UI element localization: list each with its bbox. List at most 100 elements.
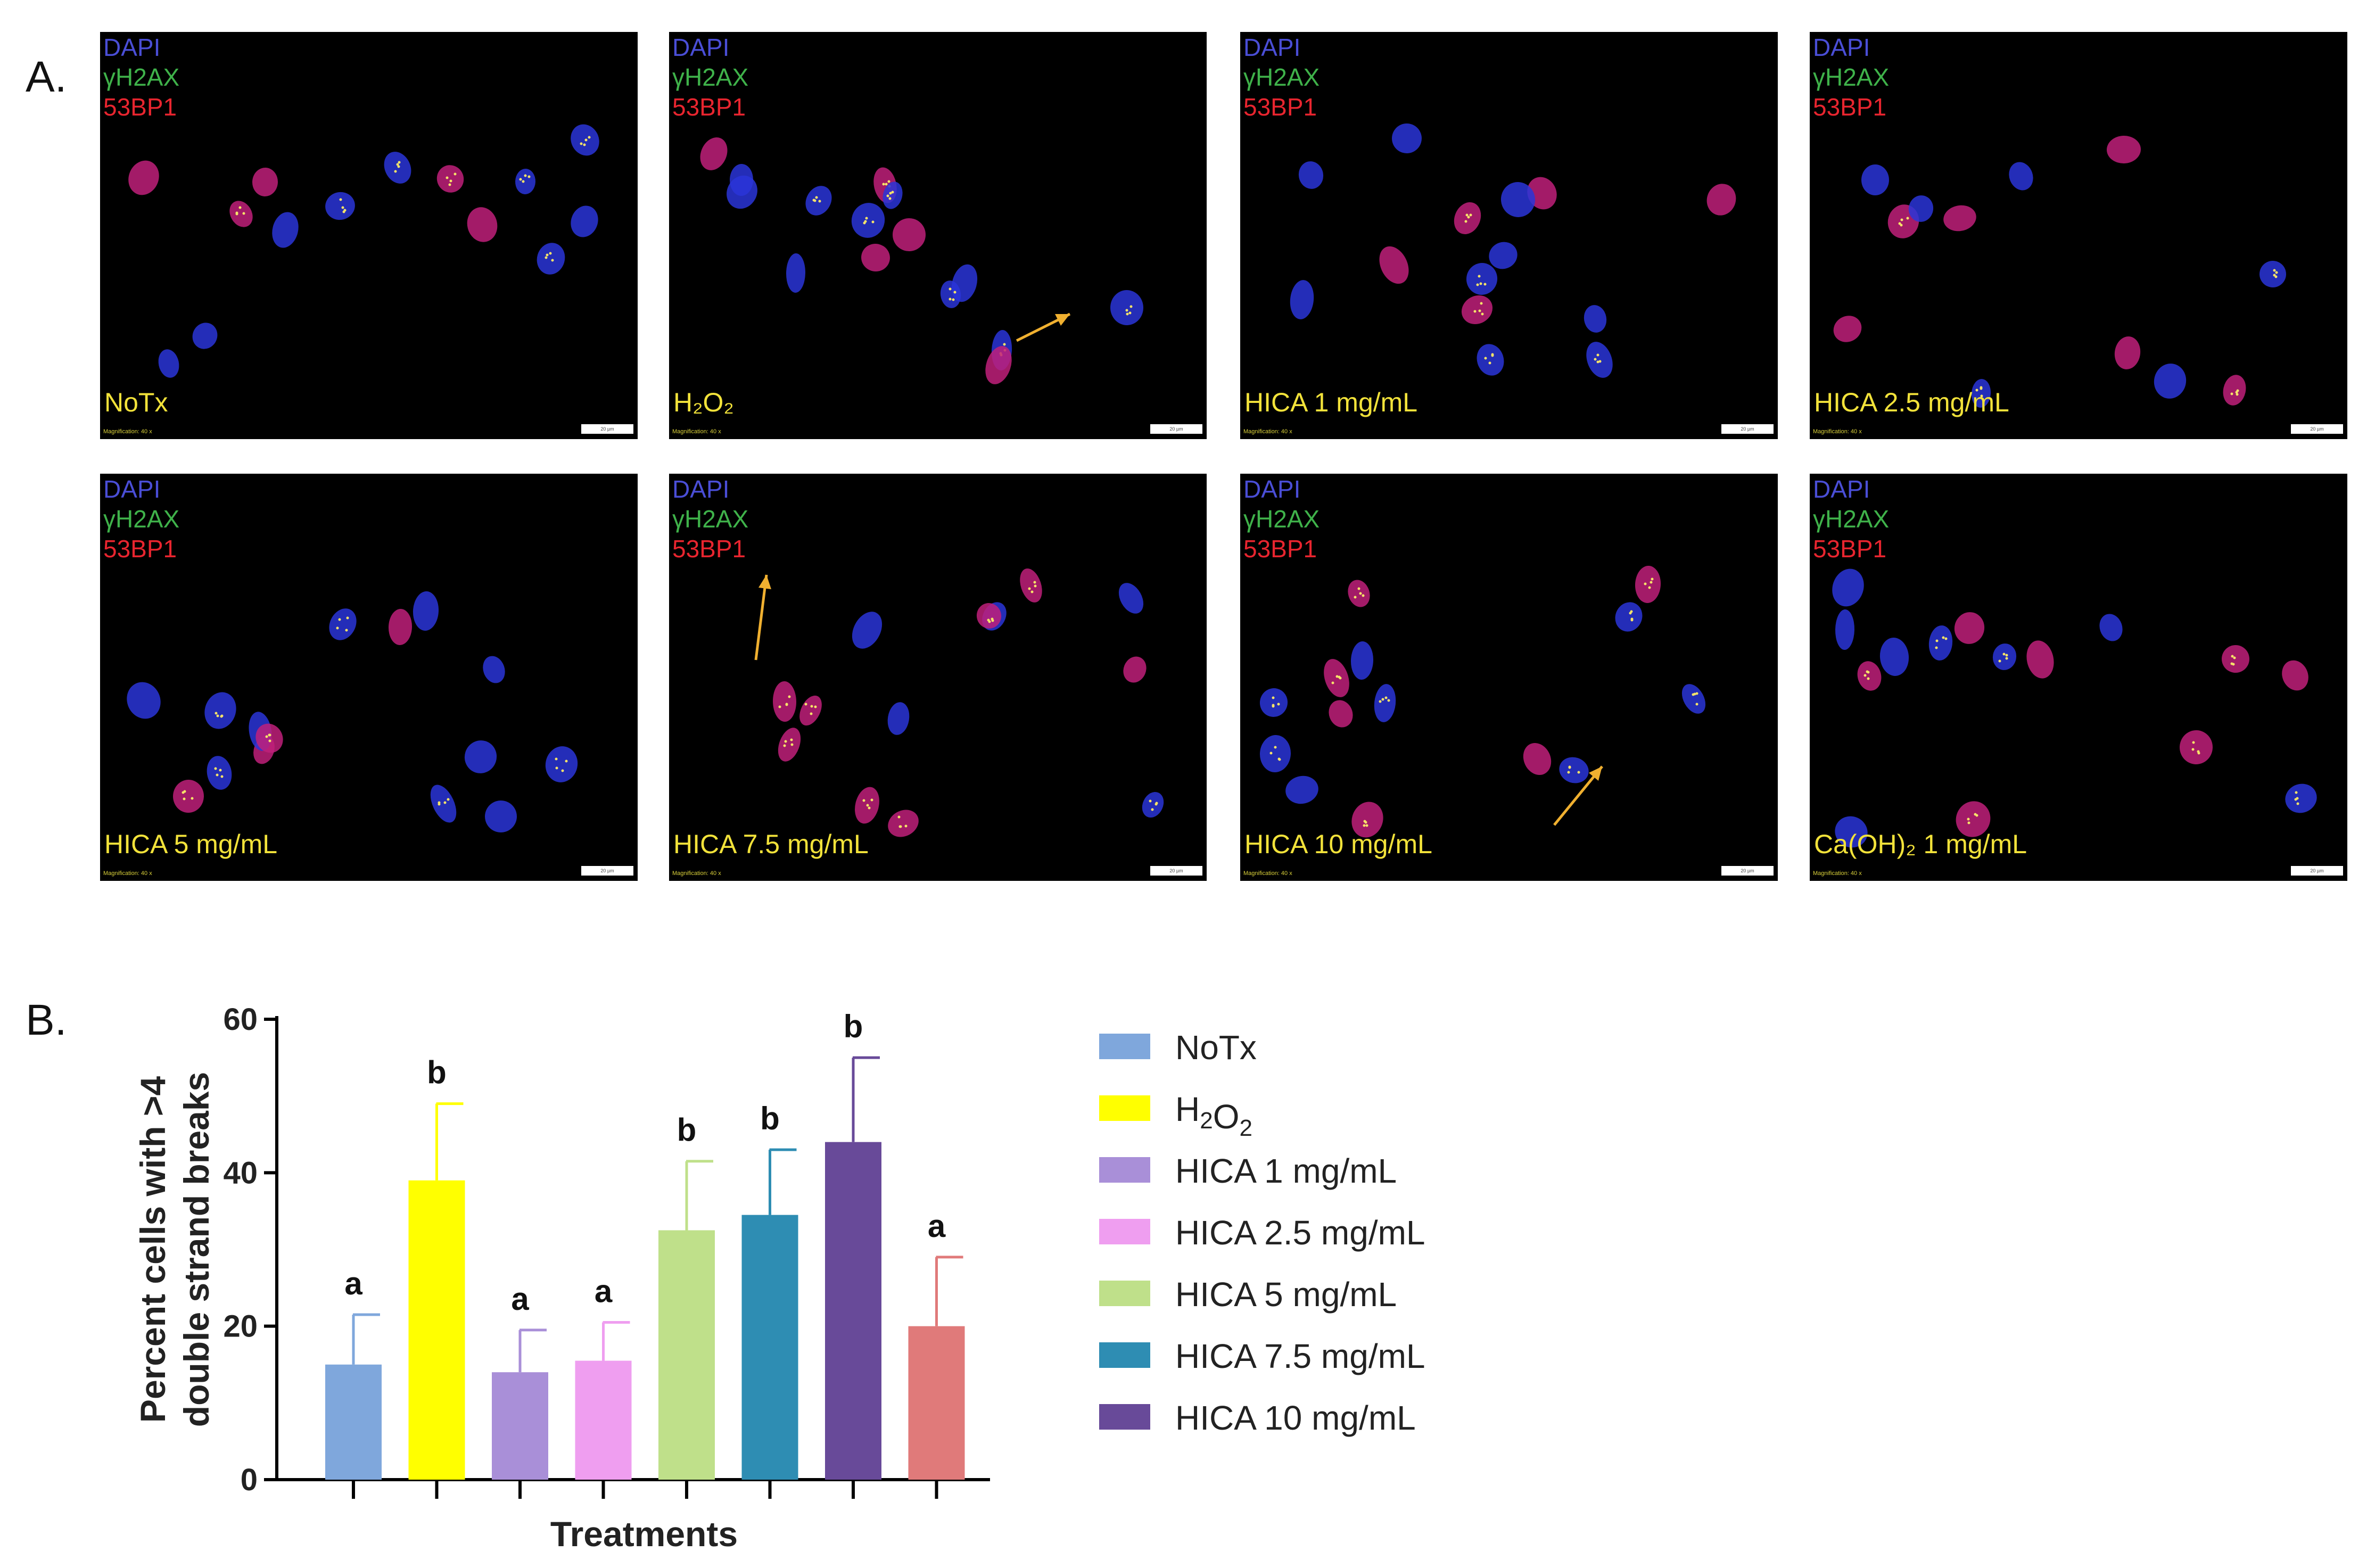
dsb-focus bbox=[242, 212, 245, 215]
cell-nucleus bbox=[1954, 612, 1985, 644]
dsb-focus bbox=[1975, 389, 1978, 392]
dsb-focus bbox=[1693, 692, 1696, 696]
cell-nucleus bbox=[329, 608, 357, 640]
dsb-focus bbox=[866, 804, 869, 807]
cell-nucleus bbox=[1706, 184, 1736, 216]
cell-nucleus bbox=[772, 681, 797, 722]
dsb-focus bbox=[1695, 703, 1698, 706]
channel-label-h2ax: γH2AX bbox=[672, 63, 749, 91]
cell-nucleus bbox=[1290, 280, 1314, 319]
significance-label: b bbox=[427, 1055, 447, 1091]
cell-nucleus bbox=[172, 780, 204, 813]
dsb-focus bbox=[2231, 655, 2234, 658]
dsb-focus bbox=[886, 194, 889, 197]
cell-nucleus bbox=[888, 810, 919, 837]
dsb-focus bbox=[868, 806, 871, 810]
dsb-focus bbox=[1339, 676, 1342, 680]
dsb-focus bbox=[583, 143, 586, 146]
dsb-focus bbox=[1481, 312, 1484, 316]
dsb-focus bbox=[2273, 269, 2276, 272]
cell-nucleus bbox=[229, 201, 253, 227]
dsb-focus bbox=[1967, 818, 1970, 821]
panel-b-label: B. bbox=[26, 996, 67, 1044]
dsb-focus bbox=[871, 220, 875, 224]
micrograph-2: DAPI γH2AX 53BP1 H₂O₂ Magnification: 40 x 20 … bbox=[669, 32, 1207, 439]
dsb-focus bbox=[783, 744, 786, 747]
cell-nucleus bbox=[1118, 583, 1144, 614]
channel-label-h2ax: γH2AX bbox=[103, 505, 180, 533]
dsb-focus bbox=[1651, 577, 1654, 581]
magnification-label: Magnification: 40 x bbox=[103, 870, 152, 877]
scale-bar: 20 µm bbox=[2291, 424, 2343, 434]
scale-bar: 20 µm bbox=[581, 424, 633, 434]
dsb-focus bbox=[1269, 752, 1273, 755]
dsb-focus bbox=[1473, 310, 1477, 313]
dsb-focus bbox=[551, 259, 554, 262]
micrograph-cells bbox=[772, 568, 1164, 837]
magnification-label: Magnification: 40 x bbox=[672, 870, 721, 877]
micrograph-3: DAPI γH2AX 53BP1 HICA 1 mg/mL Magnification:… bbox=[1240, 32, 1778, 439]
legend-entry: HICA 1 mg/mL bbox=[1175, 1152, 1397, 1190]
y-tick-label: 20 bbox=[223, 1309, 258, 1344]
bar-5 bbox=[658, 1230, 715, 1480]
cell-nucleus bbox=[2009, 162, 2033, 191]
cell-nucleus bbox=[851, 203, 885, 238]
channel-label-dapi: DAPI bbox=[1243, 34, 1301, 61]
y-tick-label: 40 bbox=[223, 1156, 258, 1190]
dsb-focus bbox=[453, 172, 457, 176]
channel-label-h2ax: γH2AX bbox=[1243, 505, 1320, 533]
arrow-overlay bbox=[754, 312, 1603, 826]
cell-nucleus bbox=[272, 212, 299, 248]
cell-nucleus bbox=[1584, 305, 1607, 333]
cell-nucleus bbox=[1110, 290, 1144, 325]
dsb-focus bbox=[882, 183, 885, 186]
scale-bar: 20 µm bbox=[1721, 424, 1774, 434]
dsb-focus bbox=[446, 176, 449, 179]
cell-nucleus bbox=[2026, 640, 2054, 679]
dsb-focus bbox=[870, 798, 873, 802]
dsb-focus bbox=[1479, 282, 1482, 285]
dsb-focus bbox=[888, 197, 892, 200]
cell-nucleus bbox=[1857, 661, 1882, 691]
channel-label-h2ax: γH2AX bbox=[1243, 63, 1320, 91]
dsb-focus bbox=[1594, 358, 1597, 361]
dsb-focus bbox=[1980, 386, 1983, 389]
dsb-focus bbox=[1003, 343, 1006, 346]
dsb-focus bbox=[449, 179, 452, 183]
dsb-focus bbox=[1577, 771, 1580, 774]
dsb-focus bbox=[397, 165, 400, 168]
dsb-focus bbox=[580, 142, 583, 145]
bar-7 bbox=[825, 1142, 881, 1480]
dsb-focus bbox=[1478, 309, 1481, 312]
panel-a-label: A. bbox=[26, 53, 67, 101]
dsb-focus bbox=[1491, 353, 1494, 356]
cell-nucleus bbox=[1928, 625, 1953, 661]
x-axis-label: Treatments bbox=[550, 1514, 738, 1554]
condition-label: NoTx bbox=[104, 387, 168, 417]
cell-nucleus bbox=[778, 728, 801, 762]
dsb-focus bbox=[862, 799, 865, 802]
cell-nucleus bbox=[204, 692, 236, 729]
significance-label: b bbox=[760, 1101, 780, 1136]
dsb-focus bbox=[522, 180, 525, 183]
dsb-focus bbox=[2296, 797, 2299, 800]
dsb-focus bbox=[784, 740, 787, 743]
dsb-focus bbox=[584, 138, 588, 142]
cell-nucleus bbox=[976, 603, 1002, 629]
dsb-focus bbox=[887, 180, 890, 183]
cell-nucleus bbox=[2099, 614, 2123, 641]
cell-nucleus bbox=[2285, 783, 2317, 813]
dsb-focus bbox=[448, 183, 451, 186]
cell-nucleus bbox=[1298, 161, 1324, 189]
legend-swatch bbox=[1099, 1095, 1150, 1121]
dsb-focus bbox=[343, 209, 347, 212]
cell-nucleus bbox=[1500, 182, 1536, 217]
cell-nucleus bbox=[1259, 688, 1288, 717]
cell-nucleus bbox=[1971, 379, 1991, 408]
cell-nucleus bbox=[1908, 195, 1934, 222]
dsb-focus bbox=[949, 298, 952, 301]
cell-nucleus bbox=[1374, 684, 1396, 722]
channel-label-53bp1: 53BP1 bbox=[103, 535, 177, 563]
arrowhead-icon bbox=[1589, 766, 1602, 781]
dsb-focus bbox=[549, 252, 552, 255]
